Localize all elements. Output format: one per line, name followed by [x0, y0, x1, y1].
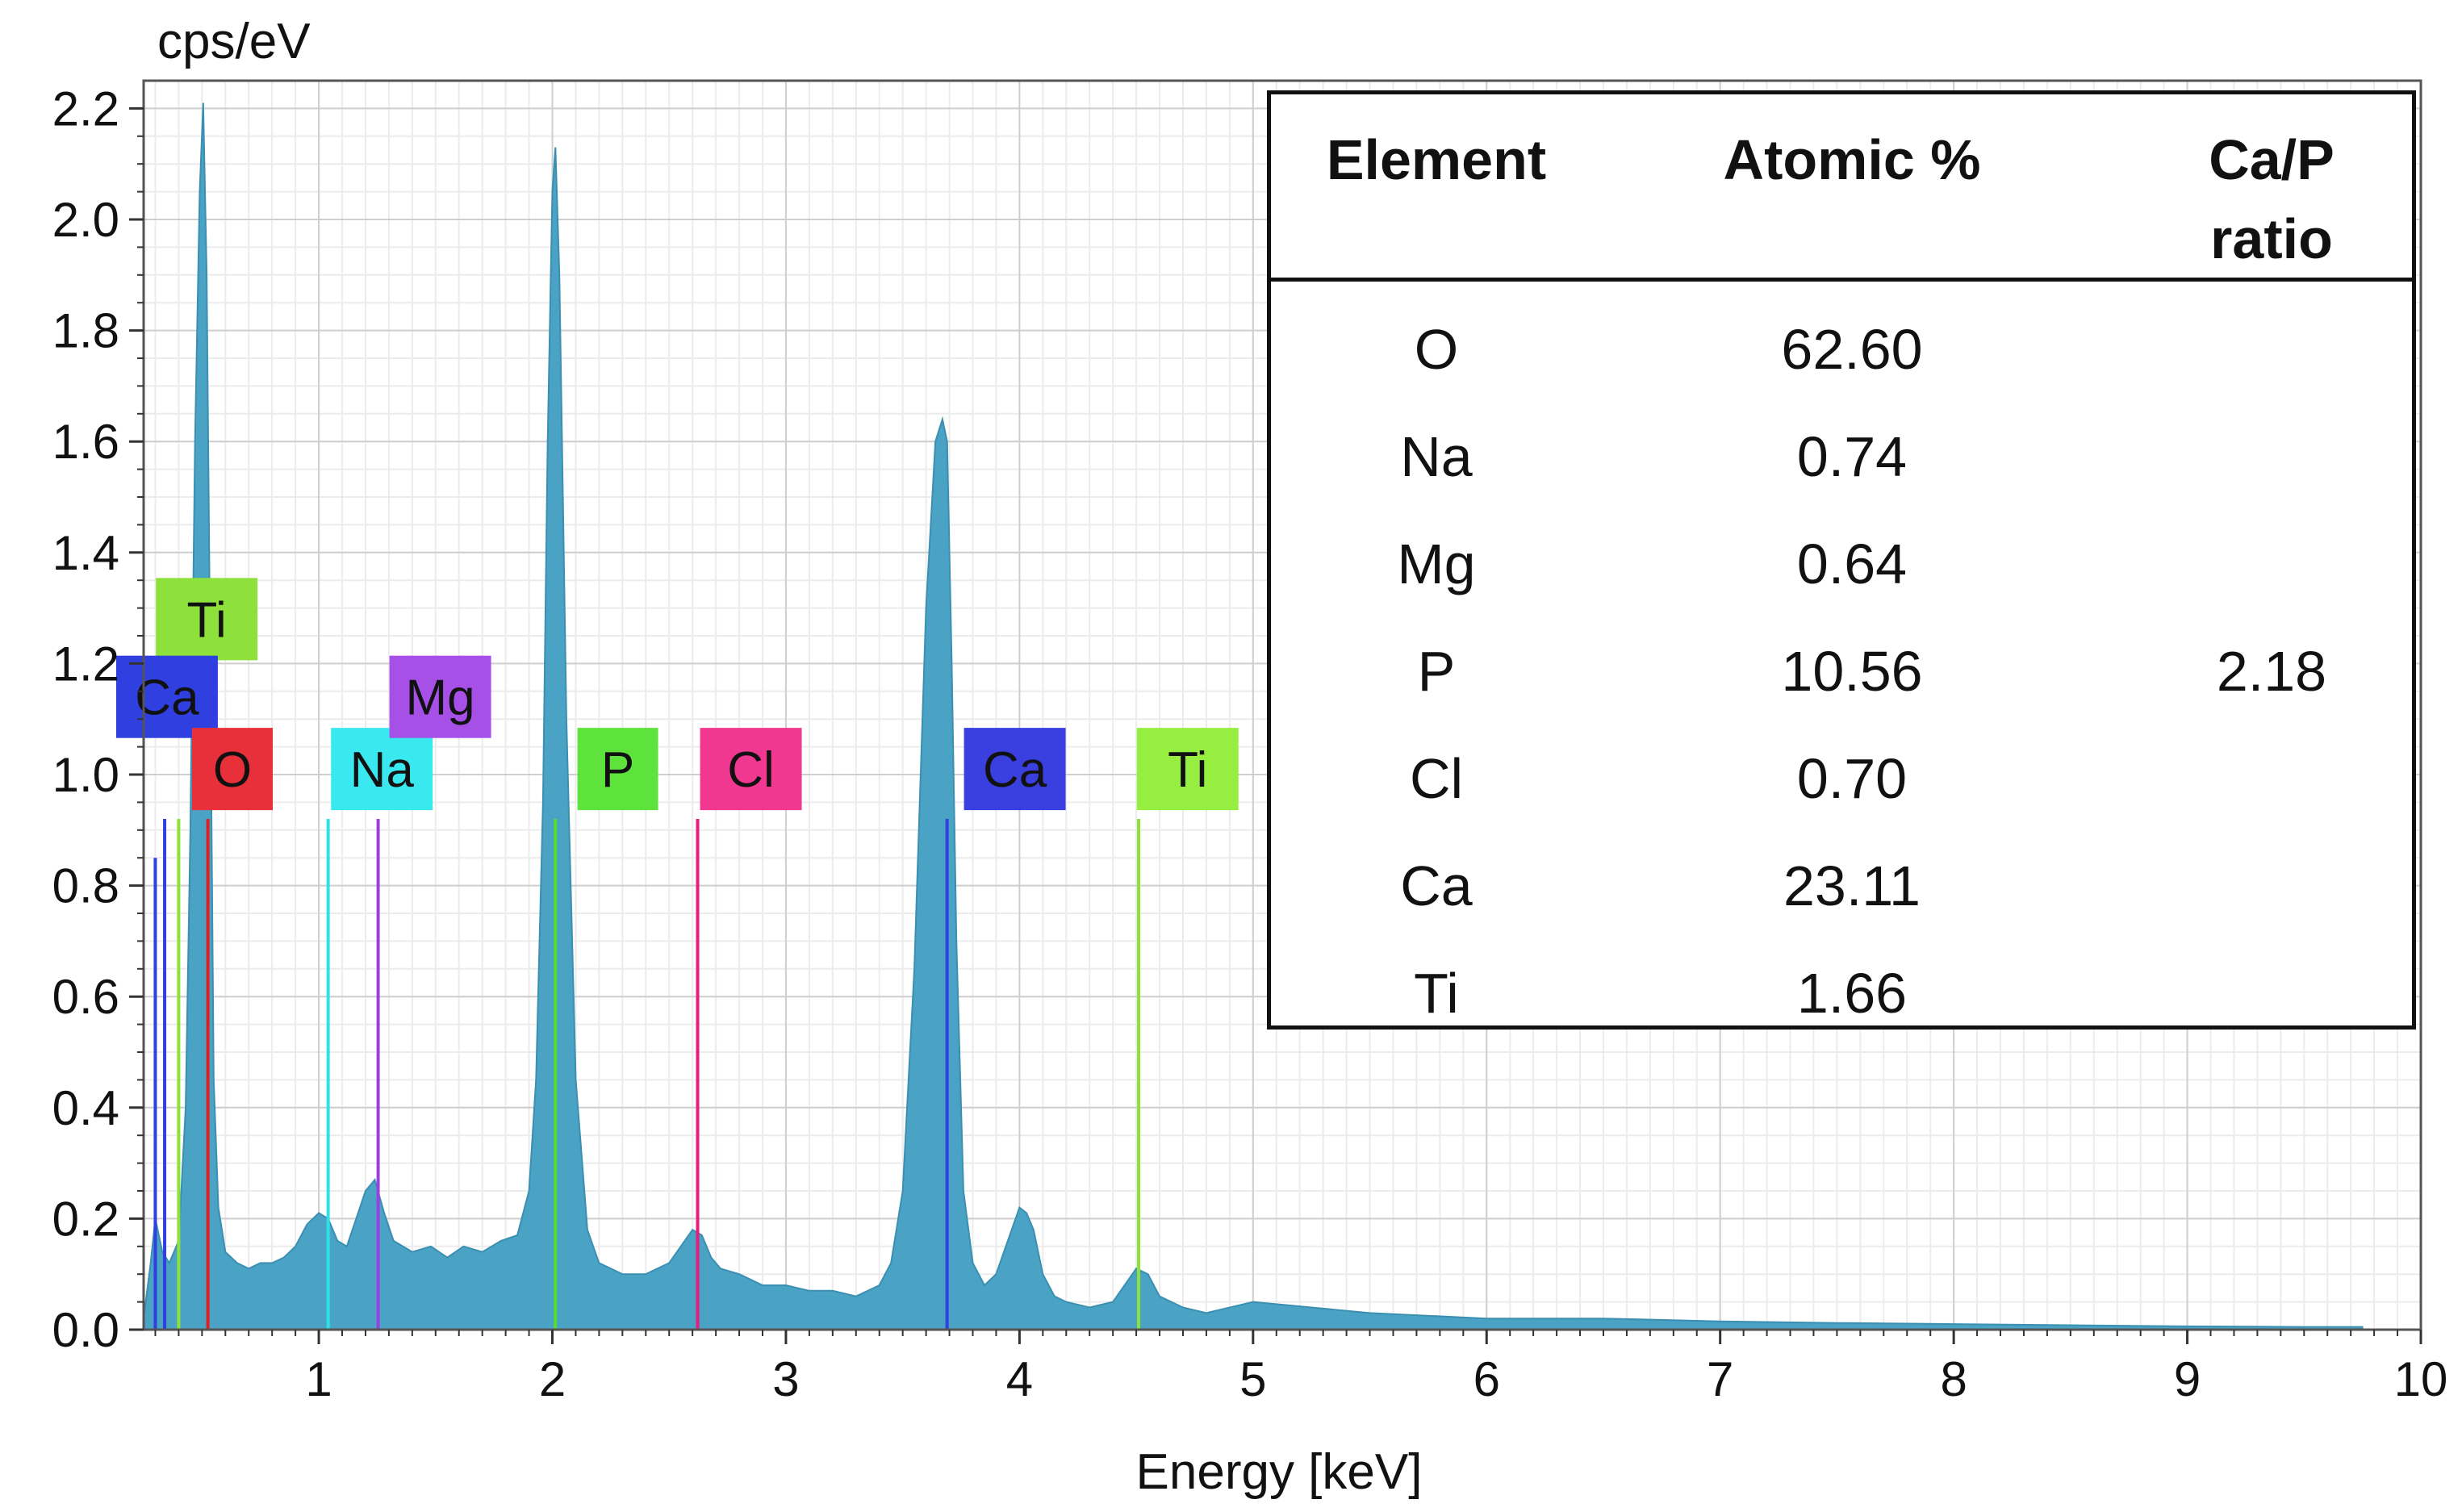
- element-tag-na-box: [331, 728, 433, 811]
- cell-atomic: 62.60: [1781, 318, 1923, 381]
- y-axis-title: cps/eV: [157, 14, 311, 69]
- cell-element: Ti: [1414, 962, 1459, 1025]
- x-tick-label: 9: [2174, 1352, 2201, 1406]
- x-tick-label: 8: [1940, 1352, 1967, 1406]
- y-axis: 0.0 0.2 0.4 0.6 0.8 1.0 1.2 1.4 1.6 1.8 2.0 2.2: [52, 81, 144, 1357]
- element-tag-ca-box: [963, 728, 1066, 811]
- results-table: Element Atomic % Ca/P ratio O 62.60 Na 0.74…: [1267, 90, 2416, 1030]
- table-header: Element Atomic % Ca/P ratio: [1271, 94, 2412, 282]
- header-atomic: Atomic %: [1723, 128, 1981, 191]
- element-tag-cl-box: [700, 728, 802, 811]
- element-tag-ti-box: [1136, 728, 1239, 811]
- element-tag-ti: Ti: [1168, 742, 1207, 798]
- cell-element: Na: [1400, 425, 1473, 488]
- x-axis: 1 2 3 4 5 6 7 8 9 10: [154, 1330, 2448, 1406]
- x-tick-label: 3: [772, 1352, 799, 1406]
- element-tag-mg: Mg: [406, 670, 475, 726]
- cell-element: Ca: [1400, 854, 1473, 917]
- header-ratio-line2: ratio: [2210, 207, 2333, 270]
- cell-element: O: [1414, 318, 1459, 381]
- element-tag-na: Na: [350, 742, 415, 798]
- y-tick-label: 0.2: [52, 1192, 119, 1246]
- y-tick-label: 1.4: [52, 526, 119, 580]
- table-row: P 10.56 2.18: [1271, 618, 2412, 725]
- cell-element: Cl: [1409, 747, 1464, 810]
- cell-element: P: [1417, 640, 1456, 703]
- table-row: Ti 1.66: [1271, 940, 2412, 1047]
- x-tick-label: 6: [1473, 1352, 1500, 1406]
- cell-atomic: 1.66: [1796, 962, 1908, 1025]
- y-tick-label: 2.2: [52, 81, 119, 136]
- element-lines: [153, 819, 1140, 1330]
- cell-element: Mg: [1397, 533, 1476, 595]
- y-tick-label: 0.6: [52, 970, 119, 1024]
- y-tick-label: 0.0: [52, 1303, 119, 1357]
- cell-ratio: 2.18: [2216, 640, 2327, 703]
- header-element: Element: [1326, 128, 1547, 191]
- element-tag-ti: Ti: [186, 592, 226, 648]
- element-tag-mg-box: [389, 655, 491, 738]
- x-axis-title: Energy [keV]: [1136, 1444, 1423, 1500]
- x-tick-label: 10: [2394, 1352, 2448, 1406]
- element-tag-ca: Ca: [135, 670, 199, 726]
- y-tick-label: 1.8: [52, 304, 119, 358]
- table-row: Ca 23.11: [1271, 833, 2412, 940]
- table-row: Cl 0.70: [1271, 725, 2412, 833]
- table-row: Mg 0.64: [1271, 511, 2412, 618]
- y-tick-label: 2.0: [52, 193, 119, 247]
- x-tick-label: 7: [1707, 1352, 1733, 1406]
- y-tick-label: 1.2: [52, 637, 119, 691]
- x-tick-label: 1: [305, 1352, 332, 1406]
- cell-atomic: 0.70: [1796, 747, 1908, 810]
- element-tag-p: P: [601, 742, 634, 798]
- spectrum-area: [143, 102, 2364, 1330]
- element-tag-o-box: [191, 728, 273, 811]
- element-tag-o: O: [213, 742, 252, 798]
- cell-atomic: 0.64: [1796, 533, 1908, 595]
- x-tick-label: 4: [1006, 1352, 1033, 1406]
- cell-atomic: 23.11: [1783, 854, 1921, 917]
- element-tag-ca-box: [115, 655, 218, 738]
- y-tick-label: 0.4: [52, 1081, 119, 1135]
- cell-atomic: 10.56: [1781, 640, 1923, 703]
- y-tick-label: 0.8: [52, 859, 119, 913]
- element-tag-ti-box: [156, 578, 258, 661]
- element-tag-cl: Cl: [727, 742, 775, 798]
- table-row: Na 0.74: [1271, 403, 2412, 511]
- plot-frame: [142, 79, 2422, 1331]
- y-tick-label: 1.6: [52, 415, 119, 469]
- x-tick-label: 2: [539, 1352, 566, 1406]
- element-tag-p-box: [577, 728, 658, 811]
- cell-atomic: 0.74: [1796, 425, 1908, 488]
- header-ratio: Ca/P: [2209, 128, 2335, 191]
- x-tick-label: 5: [1239, 1352, 1266, 1406]
- element-tag-ca: Ca: [983, 742, 1047, 798]
- table-row: O 62.60: [1271, 296, 2412, 403]
- y-tick-label: 1.0: [52, 748, 119, 802]
